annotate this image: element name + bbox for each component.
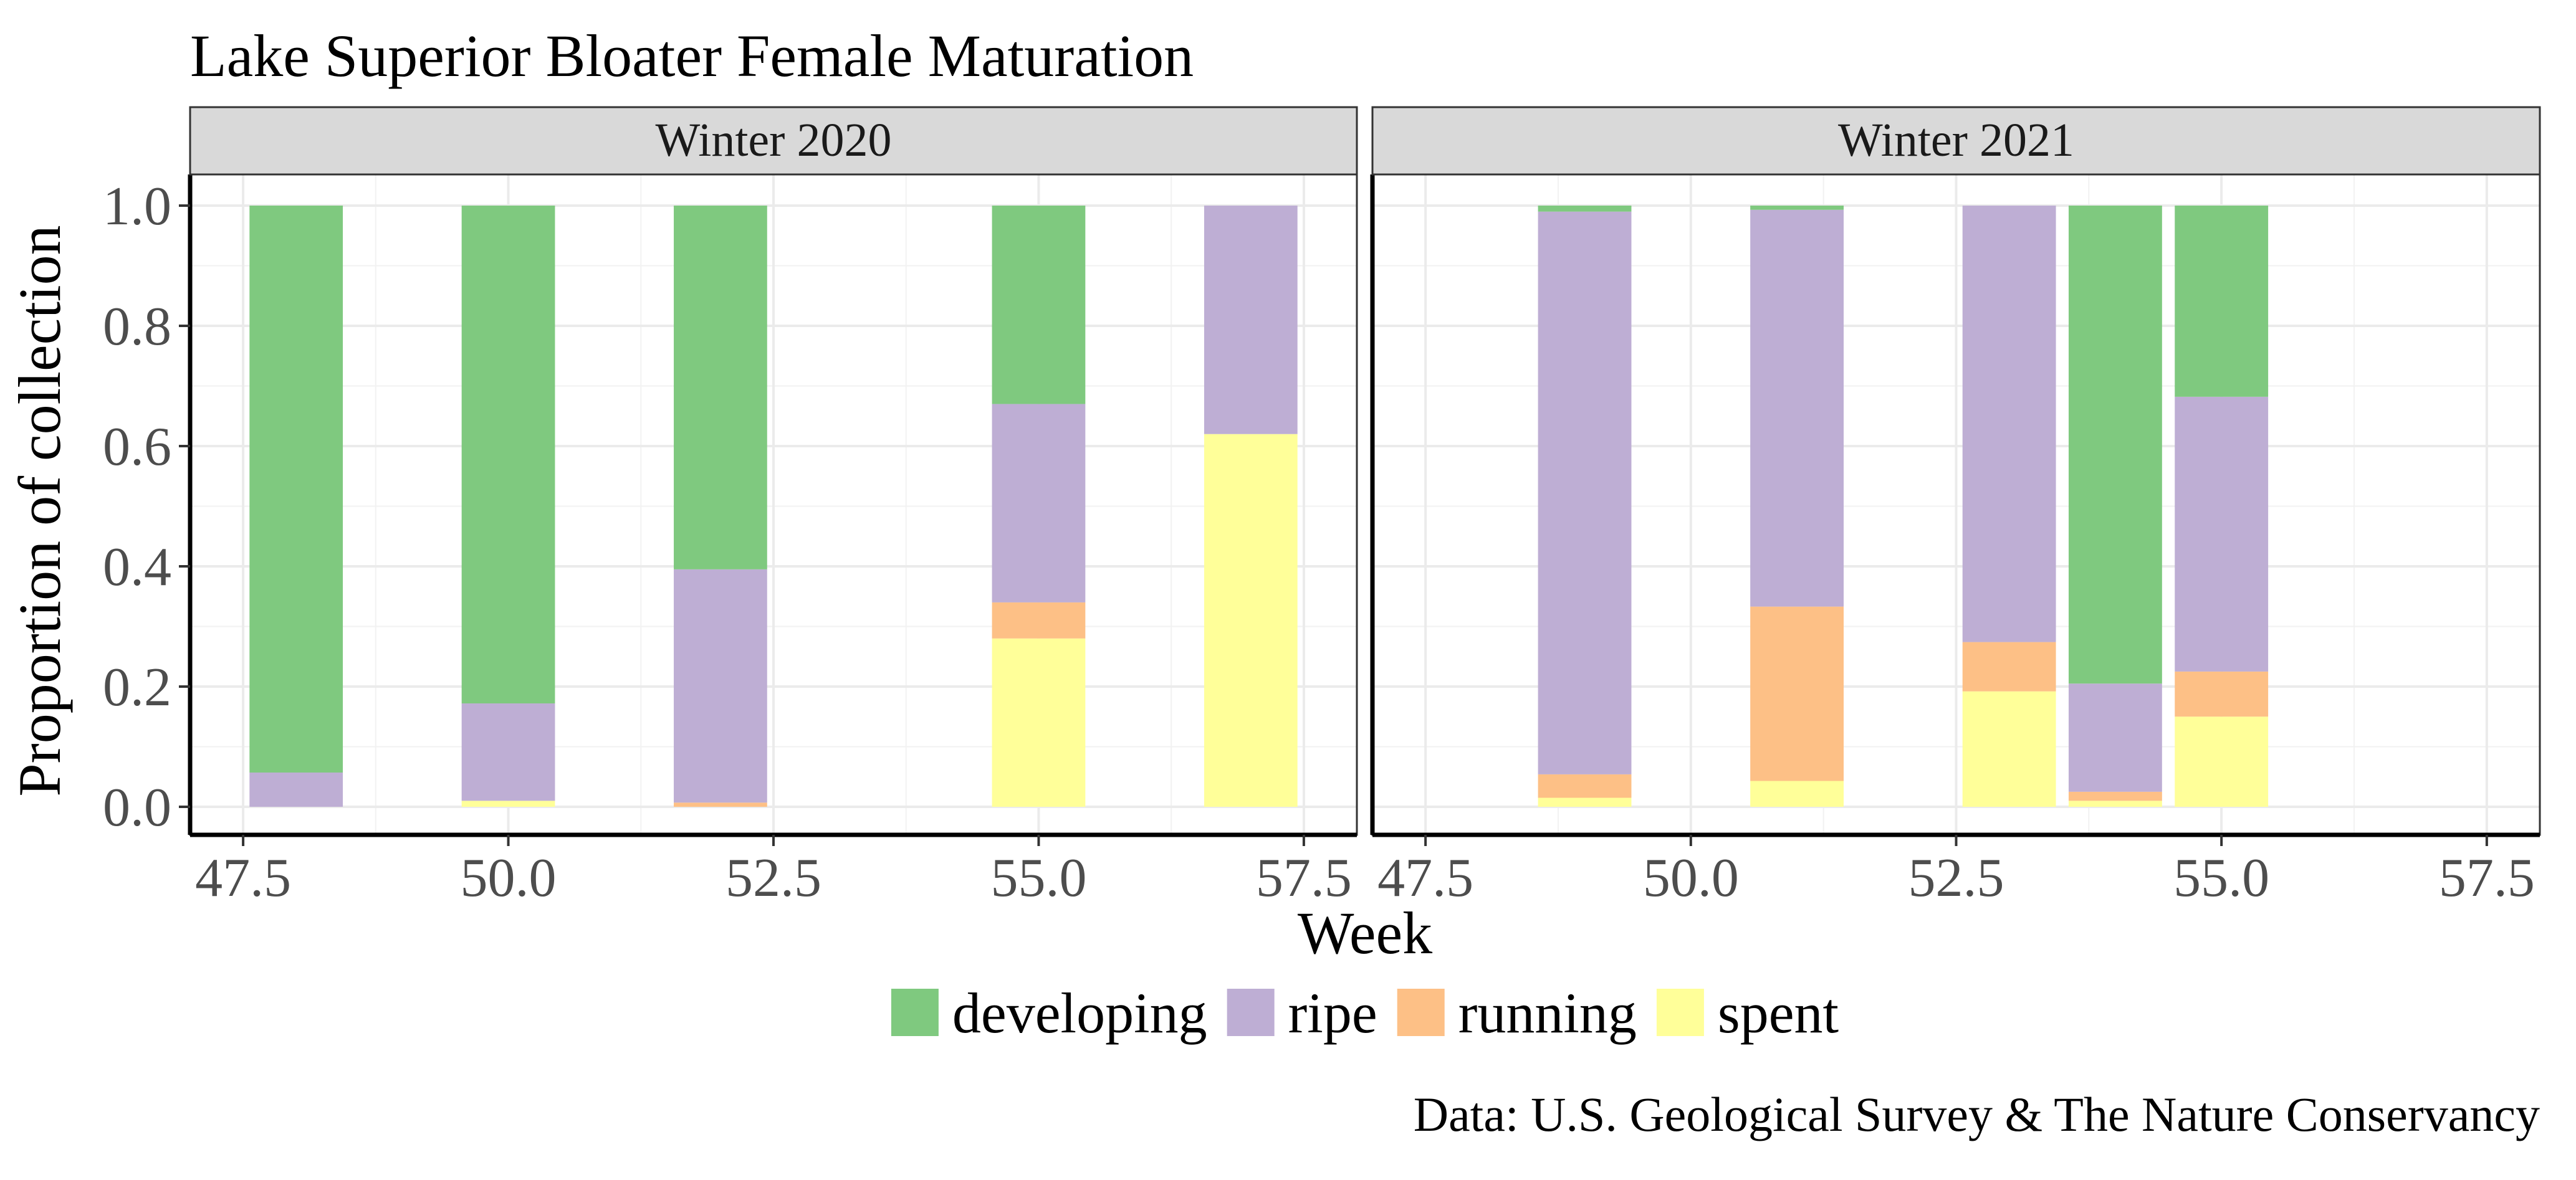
x-tick-label: 47.5 bbox=[195, 848, 291, 908]
x-tick-label: 57.5 bbox=[2439, 848, 2535, 908]
bar-segment-running bbox=[1538, 774, 1632, 798]
bar-segment-running bbox=[2068, 791, 2162, 801]
bar-segment-ripe bbox=[2068, 683, 2162, 792]
x-tick-label: 47.5 bbox=[1377, 848, 1473, 908]
bar-segment-spent bbox=[1204, 434, 1298, 807]
bar-segment-developing bbox=[1538, 206, 1632, 212]
bar-segment-developing bbox=[2068, 206, 2162, 684]
y-tick-label: 0.6 bbox=[103, 417, 171, 477]
bar-week bbox=[249, 206, 343, 807]
bar-segment-ripe bbox=[249, 772, 343, 807]
panels-layer: Winter 2020 47.5 50.0 52.5 55.0 57.5 0.0 0.2 0.4… bbox=[103, 106, 2541, 908]
bar-segment-running bbox=[992, 602, 1086, 639]
bar-segment-ripe bbox=[1750, 209, 1844, 607]
x-tick-label: 52.5 bbox=[725, 848, 821, 908]
bar-segment-ripe bbox=[674, 569, 767, 803]
x-tick-label: 52.5 bbox=[1908, 848, 2004, 908]
legend-key-ripe bbox=[1227, 989, 1275, 1036]
legend-label-ripe: ripe bbox=[1288, 981, 1377, 1045]
bar-week bbox=[992, 206, 1086, 807]
facet-label: Winter 2020 bbox=[656, 114, 892, 166]
bar-segment-running bbox=[1962, 642, 2056, 692]
x-tick-label: 50.0 bbox=[461, 848, 557, 908]
bar-segment-running bbox=[1750, 606, 1844, 781]
panel-1: Winter 2020 47.5 50.0 52.5 55.0 57.5 0.0 0.2 0.4… bbox=[103, 106, 1358, 908]
legend-item-running: running bbox=[1397, 981, 1637, 1045]
bar-week bbox=[2068, 206, 2162, 807]
y-tick-label: 0.2 bbox=[103, 657, 171, 718]
x-axis-label: Week bbox=[1298, 900, 1432, 966]
bar-week bbox=[1204, 206, 1298, 807]
chart-title: Lake Superior Bloater Female Maturation bbox=[190, 22, 1194, 89]
facet-label: Winter 2021 bbox=[1838, 114, 2074, 166]
bar-segment-ripe bbox=[461, 703, 555, 801]
legend-label-spent: spent bbox=[1718, 981, 1839, 1045]
bar-segment-spent bbox=[992, 638, 1086, 807]
legend-key-running bbox=[1397, 989, 1445, 1036]
bar-segment-spent bbox=[1750, 781, 1844, 807]
bar-segment-spent bbox=[461, 801, 555, 807]
bar-segment-developing bbox=[1750, 206, 1844, 210]
legend: developing ripe running spent bbox=[891, 981, 1839, 1045]
facet-strip bbox=[189, 106, 1358, 176]
bar-week bbox=[1538, 206, 1632, 807]
legend-key-spent bbox=[1656, 989, 1704, 1036]
bar-week bbox=[1750, 206, 1844, 807]
bar-segment-spent bbox=[1962, 691, 2056, 807]
bar-week bbox=[2175, 206, 2269, 807]
bar-segment-running bbox=[674, 802, 767, 807]
bar-segment-ripe bbox=[2175, 396, 2269, 672]
bar-segment-ripe bbox=[1204, 206, 1298, 434]
bar-segment-spent bbox=[2175, 716, 2269, 807]
bars bbox=[1538, 206, 2269, 807]
x-tick-label: 57.5 bbox=[1256, 848, 1352, 908]
bar-segment-ripe bbox=[1538, 211, 1632, 774]
y-tick-label: 1.0 bbox=[103, 176, 171, 237]
x-axis-ticks: 47.5 50.0 52.5 55.0 57.5 bbox=[195, 835, 1352, 908]
y-tick-label: 0.0 bbox=[103, 778, 171, 838]
y-axis-ticks: 0.0 0.2 0.4 0.6 0.8 1.0 bbox=[103, 176, 190, 838]
bar-segment-developing bbox=[2175, 206, 2269, 397]
legend-key-developing bbox=[891, 989, 939, 1036]
bar-week bbox=[461, 206, 555, 807]
bar-segment-ripe bbox=[1962, 206, 2056, 642]
bar-segment-developing bbox=[674, 206, 767, 569]
bar-segment-spent bbox=[1538, 797, 1632, 807]
bar-segment-developing bbox=[249, 206, 343, 773]
bar-week bbox=[674, 206, 767, 807]
bar-segment-developing bbox=[992, 206, 1086, 404]
legend-label-developing: developing bbox=[952, 981, 1207, 1045]
y-axis-label: Proportion of collection bbox=[6, 225, 73, 796]
bar-week bbox=[1962, 206, 2056, 807]
x-tick-label: 55.0 bbox=[990, 848, 1086, 908]
bars bbox=[249, 206, 1298, 807]
panel-2: Winter 2021 47.5 50.0 52.5 55.0 57.5 bbox=[1370, 106, 2541, 908]
bar-segment-developing bbox=[461, 206, 555, 704]
y-tick-label: 0.4 bbox=[103, 537, 171, 597]
y-tick-label: 0.8 bbox=[103, 297, 171, 357]
bar-segment-running bbox=[2175, 671, 2269, 717]
x-tick-label: 50.0 bbox=[1643, 848, 1739, 908]
chart-caption: Data: U.S. Geological Survey & The Natur… bbox=[1414, 1087, 2540, 1141]
legend-item-spent: spent bbox=[1656, 981, 1839, 1045]
facet-strip bbox=[1371, 106, 2541, 176]
x-tick-label: 55.0 bbox=[2173, 848, 2269, 908]
bar-segment-spent bbox=[2068, 801, 2162, 807]
legend-item-developing: developing bbox=[891, 981, 1207, 1045]
bar-segment-ripe bbox=[992, 404, 1086, 602]
legend-item-ripe: ripe bbox=[1227, 981, 1377, 1045]
x-axis-ticks: 47.5 50.0 52.5 55.0 57.5 bbox=[1377, 835, 2535, 908]
legend-label-running: running bbox=[1458, 981, 1637, 1045]
